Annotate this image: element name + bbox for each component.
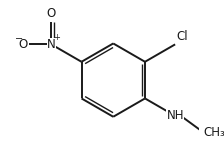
Text: N: N bbox=[47, 38, 56, 51]
Text: NH: NH bbox=[166, 109, 184, 122]
Text: O: O bbox=[18, 38, 28, 51]
Text: O: O bbox=[47, 7, 56, 20]
Text: CH₃: CH₃ bbox=[203, 126, 224, 139]
Text: Cl: Cl bbox=[176, 30, 188, 43]
Text: −: − bbox=[15, 34, 23, 45]
Text: +: + bbox=[53, 33, 60, 42]
